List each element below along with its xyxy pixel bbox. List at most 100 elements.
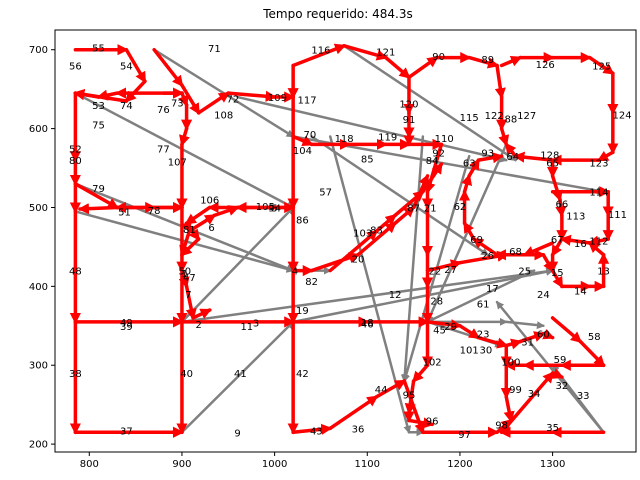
node-label-3: 3: [253, 319, 259, 330]
node-label-87: 87: [407, 203, 420, 214]
node-label-74: 74: [120, 101, 133, 112]
node-label-25: 25: [518, 267, 531, 278]
route-segment-16-5: [498, 126, 510, 147]
node-label-57: 57: [319, 188, 332, 199]
route-segment-7-1: [77, 203, 119, 215]
x-tick-label: 1200: [447, 459, 472, 470]
node-label-112: 112: [589, 237, 608, 248]
route-segment-17-3: [587, 55, 615, 76]
node-label-122: 122: [485, 111, 504, 122]
node-label-55: 55: [92, 43, 105, 54]
node-label-35: 35: [546, 423, 559, 434]
node-label-29: 29: [444, 322, 457, 333]
connector-segment-3-0: [180, 320, 295, 434]
node-label-34: 34: [528, 389, 541, 400]
y-tick-label: 600: [29, 124, 48, 135]
node-label-6: 6: [208, 223, 214, 234]
node-label-106: 106: [200, 196, 219, 207]
node-label-17: 17: [486, 284, 499, 295]
node-label-107: 107: [168, 158, 187, 169]
node-label-33: 33: [577, 391, 590, 402]
node-label-101: 101: [460, 345, 479, 356]
connector-segment-20-1: [505, 320, 545, 330]
connector-segment-11-0: [328, 135, 412, 434]
node-label-98: 98: [495, 420, 508, 431]
connector-segment-5-0: [291, 267, 555, 324]
route-segment-12-1: [184, 284, 197, 321]
node-label-40: 40: [180, 369, 193, 380]
route-segment-12-2: [191, 308, 212, 320]
connector-segment-8-0: [236, 95, 508, 163]
node-label-24: 24: [537, 290, 550, 301]
node-label-103: 103: [353, 229, 372, 240]
node-label-22: 22: [429, 267, 442, 278]
node-label-36: 36: [352, 424, 365, 435]
route-segment-32-2: [393, 189, 425, 218]
route-segment-17-6: [596, 150, 615, 162]
node-label-116: 116: [311, 46, 330, 57]
x-tick-label: 900: [172, 459, 191, 470]
node-label-60: 60: [537, 330, 550, 341]
route-segment-30-0: [499, 371, 555, 435]
node-label-51: 51: [118, 207, 131, 218]
route-segment-26-1: [578, 339, 606, 367]
route-segment-17-8: [513, 151, 555, 163]
node-label-20: 20: [352, 255, 365, 266]
node-label-66: 66: [556, 200, 569, 211]
route-segment-32-1: [374, 213, 397, 233]
route-segment-16-0: [407, 55, 439, 80]
node-label-123: 123: [589, 159, 608, 170]
node-label-100: 100: [501, 357, 520, 368]
route-segment-21-6: [411, 363, 430, 383]
node-label-77: 77: [157, 144, 170, 155]
route-segment-9-2: [184, 205, 212, 226]
node-label-95: 95: [403, 390, 416, 401]
connector-segment-12-0: [310, 135, 490, 257]
plot-frame: [54, 29, 637, 453]
route-segment-23-0: [425, 319, 463, 331]
route-segment-17-0: [499, 55, 523, 68]
route-segment-18-6: [550, 268, 564, 289]
node-label-65: 65: [546, 159, 559, 170]
node-label-80: 80: [69, 156, 82, 167]
node-label-76: 76: [157, 105, 170, 116]
route-segment-24-2: [503, 395, 515, 423]
route-segment-26-0: [550, 316, 583, 344]
route-segment-32-3: [421, 162, 444, 194]
node-label-19: 19: [296, 306, 309, 317]
connector-segment-13-0: [400, 135, 425, 383]
route-segment-20-6: [467, 158, 481, 178]
node-label-92: 92: [432, 148, 445, 159]
node-label-47: 47: [183, 273, 196, 284]
node-label-104: 104: [293, 146, 312, 157]
node-label-85: 85: [361, 155, 374, 166]
route-edges: [69, 43, 619, 438]
route-segment-28-0: [402, 379, 426, 435]
node-label-9: 9: [234, 428, 240, 439]
node-label-12: 12: [389, 290, 402, 301]
route-segment-31-1: [309, 252, 361, 273]
node-label-108: 108: [214, 110, 233, 121]
y-tick-label: 500: [29, 203, 48, 214]
node-label-109: 109: [268, 93, 287, 104]
route-segment-3-1: [180, 83, 201, 115]
node-label-84: 84: [426, 156, 439, 167]
node-label-32: 32: [556, 381, 569, 392]
node-label-83: 83: [370, 226, 383, 237]
node-label-42: 42: [296, 369, 309, 380]
node-label-120: 120: [399, 99, 418, 110]
node-label-44: 44: [375, 385, 388, 396]
route-segment-18-2: [555, 197, 567, 218]
node-label-27: 27: [444, 265, 457, 276]
route-segment-18-1: [550, 174, 563, 202]
node-label-49: 49: [120, 318, 133, 329]
connector-edges: [74, 44, 606, 437]
node-label-64: 64: [506, 152, 519, 163]
connector-segment-6-0: [180, 267, 555, 324]
node-label-71: 71: [208, 44, 221, 55]
route-segment-4-3: [179, 126, 190, 147]
route-segment-12-0: [178, 268, 190, 289]
node-label-56: 56: [69, 61, 82, 72]
node-label-115: 115: [460, 113, 479, 124]
